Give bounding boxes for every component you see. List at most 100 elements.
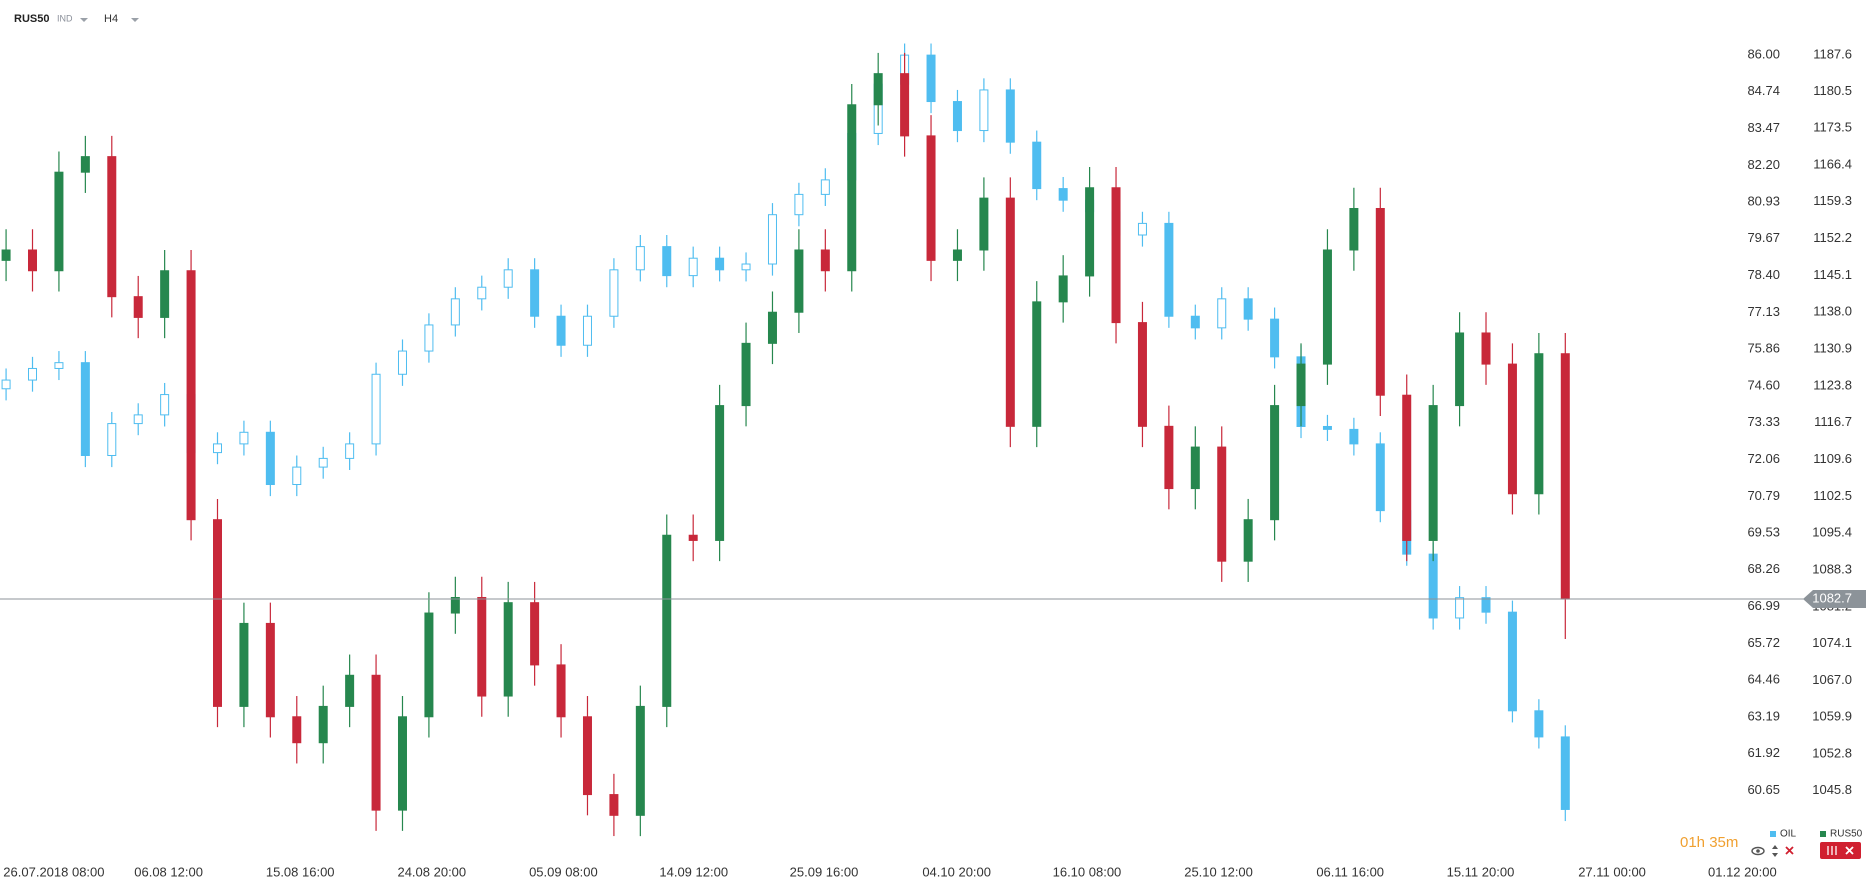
candle-body — [107, 156, 117, 298]
candle-body — [54, 362, 64, 369]
candle-body — [397, 716, 407, 811]
x-tick-label: 25.09 16:00 — [790, 864, 859, 879]
y-tick-label: 1130.9 — [1813, 340, 1852, 355]
legend-label: OIL — [1780, 829, 1797, 840]
candle-body — [1349, 428, 1359, 445]
remove-button[interactable] — [1820, 842, 1861, 859]
candle-body — [741, 342, 751, 407]
instrument-class: IND — [57, 13, 73, 23]
y-tick-label: 65.72 — [1747, 635, 1780, 650]
candle-body — [847, 104, 857, 272]
candle-body — [318, 457, 328, 468]
y-tick-label: 70.79 — [1747, 488, 1780, 503]
candle-body — [794, 249, 804, 313]
candle-body — [160, 270, 170, 318]
candle-body — [1164, 425, 1174, 490]
candle-body — [609, 269, 619, 317]
candle-body — [794, 193, 804, 216]
candle-body — [688, 534, 698, 541]
candle-body — [767, 214, 777, 265]
candle-body — [1402, 394, 1412, 541]
eye-icon[interactable] — [1751, 846, 1765, 856]
candle-body — [28, 367, 38, 381]
candle-body — [556, 664, 566, 718]
candle-body — [54, 171, 64, 272]
candle-body — [530, 602, 540, 666]
y-tick-label: 73.33 — [1747, 414, 1780, 429]
candle-body — [926, 135, 936, 261]
x-tick-label: 06.08 12:00 — [134, 864, 203, 879]
candle-body — [635, 246, 645, 271]
candle-body — [28, 249, 38, 272]
move-icon[interactable] — [1772, 845, 1778, 857]
candle-body — [767, 311, 777, 344]
candle-body — [450, 298, 460, 326]
y-tick-label: 1173.5 — [1813, 120, 1852, 135]
candle-body — [979, 89, 989, 132]
candle-body — [1349, 207, 1359, 251]
eye-pupil — [1756, 849, 1760, 853]
legend: OIL RUS50 — [1770, 829, 1863, 840]
candle-body — [1085, 187, 1095, 277]
candle-body — [239, 431, 249, 445]
y-tick-label: 1145.1 — [1813, 267, 1852, 282]
candle-body — [265, 622, 275, 718]
candle-body — [1, 379, 11, 390]
y-tick-label: 61.92 — [1747, 745, 1780, 760]
y-tick-label: 1067.0 — [1812, 672, 1852, 687]
symbol-title[interactable]: RUS50 — [14, 13, 49, 25]
y-tick-label: 68.26 — [1747, 561, 1780, 576]
candle-body — [503, 602, 513, 697]
x-tick-label: 14.09 12:00 — [659, 864, 728, 879]
x-tick-label: 06.11 16:00 — [1316, 864, 1384, 879]
candle-body — [1164, 222, 1174, 317]
y-tick-label: 77.13 — [1747, 304, 1780, 319]
candle-body — [1243, 298, 1253, 320]
candle-body — [1190, 315, 1200, 329]
y-tick-label: 60.65 — [1747, 782, 1780, 797]
candle-body — [1428, 553, 1438, 619]
candle-body — [1217, 446, 1227, 562]
y-tick-label: 78.40 — [1747, 267, 1780, 282]
y-tick-label: 82.20 — [1747, 157, 1780, 172]
candle-body — [715, 257, 725, 271]
y-tick-label: 75.86 — [1747, 341, 1780, 356]
y-tick-label: 1059.9 — [1812, 709, 1852, 724]
y-tick-label: 1152.2 — [1813, 230, 1852, 245]
x-tick-label: 16.10 08:00 — [1053, 864, 1122, 879]
candle-body — [1190, 446, 1200, 490]
candle-body — [1, 249, 11, 261]
candle-body — [820, 249, 830, 272]
close-icon[interactable] — [1785, 846, 1794, 855]
candle-body — [503, 269, 513, 288]
y-tick-label: 79.67 — [1747, 230, 1780, 245]
y-tick-label: 1180.5 — [1813, 83, 1852, 98]
timeframe[interactable]: H4 — [104, 13, 118, 25]
dropdown-arrow[interactable] — [80, 18, 88, 22]
y-tick-label: 66.99 — [1747, 598, 1780, 613]
candle-body — [160, 394, 170, 416]
candle-body — [873, 73, 883, 106]
y-tick-label: 84.74 — [1747, 83, 1780, 98]
y-tick-label: 1095.4 — [1812, 525, 1852, 540]
last-price-label: 1082.7 — [1812, 590, 1852, 605]
candle-body — [133, 296, 143, 318]
candle-body — [424, 324, 434, 352]
candles — [1, 43, 1570, 837]
candle-body — [582, 315, 592, 346]
candle-body — [1032, 301, 1042, 427]
candle-body — [1058, 275, 1068, 303]
x-tick-label: 04.10 20:00 — [922, 864, 991, 879]
candle-body — [1322, 425, 1332, 430]
y-tick-label: 1102.5 — [1813, 488, 1852, 503]
y-tick-label: 1123.8 — [1813, 377, 1852, 392]
candle-body — [1270, 405, 1280, 521]
candle-body — [1322, 249, 1332, 365]
candle-body — [1243, 519, 1253, 562]
candle-body — [450, 596, 460, 614]
button-icon — [1845, 846, 1854, 855]
y-tick-label: 1052.8 — [1812, 746, 1852, 761]
candle-body — [1217, 298, 1227, 329]
dropdown-arrow[interactable] — [131, 18, 139, 22]
x-tick-label: 25.10 12:00 — [1184, 864, 1253, 879]
